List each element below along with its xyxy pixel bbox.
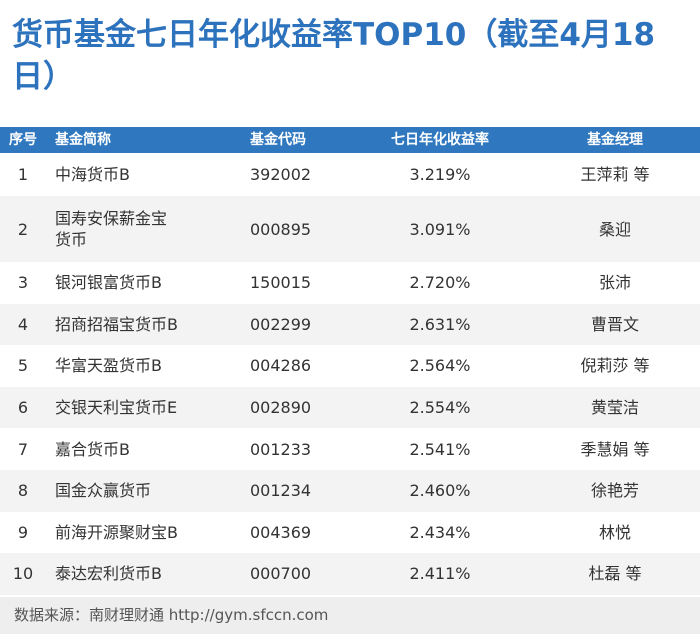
table-row: 8 国金众赢货币 001234 2.460% 徐艳芳 bbox=[0, 470, 700, 512]
table-cell: 倪莉莎 等 bbox=[580, 356, 650, 376]
table-row: 9 前海开源聚财宝B 004369 2.434% 林悦 bbox=[0, 512, 700, 554]
table-cell: 国金众赢货币 bbox=[55, 481, 152, 501]
table-row: 6 交银天利宝货币E 002890 2.554% 黄莹洁 bbox=[0, 386, 700, 429]
table-cell: 6 bbox=[17, 398, 29, 418]
table-cell: 中海货币B bbox=[55, 165, 130, 184]
table-cell: 季慧娟 等 bbox=[580, 439, 650, 459]
table-cell: 001233 bbox=[250, 439, 312, 459]
header-cell: 基金经理 bbox=[587, 131, 643, 148]
header-cell: 序号 bbox=[9, 131, 37, 148]
table-cell: 3.091% bbox=[409, 219, 471, 239]
table-cell: 2.411% bbox=[409, 564, 471, 584]
table-cell: 7 bbox=[17, 439, 29, 459]
table-cell: 002890 bbox=[250, 398, 312, 418]
table-cell: 1 bbox=[17, 165, 29, 184]
table-cell: 9 bbox=[17, 522, 29, 542]
table-cell: 2.720% bbox=[409, 273, 471, 293]
table-cell: 10 bbox=[12, 564, 34, 584]
table-cell: 杜磊 等 bbox=[588, 564, 642, 584]
header-cell: 七日年化收益率 bbox=[391, 131, 489, 148]
table-cell: 嘉合货币B bbox=[55, 439, 130, 459]
table-row: 10 泰达宏利货币B 000700 2.411% 杜磊 等 bbox=[0, 553, 700, 595]
table-cell: 2.564% bbox=[409, 356, 471, 376]
table-cell: 银河银富货币B bbox=[55, 273, 162, 293]
table-cell: 徐艳芳 bbox=[590, 481, 639, 501]
table-cell: 004286 bbox=[250, 356, 312, 376]
table-cell: 王萍莉 等 bbox=[580, 165, 650, 184]
table-cell: 华富天盈货币B bbox=[55, 356, 162, 376]
table-cell: 曹晋文 bbox=[590, 314, 639, 334]
header-row: 序号 基金简称 基金代码 七日年化收益率 基金经理 bbox=[0, 127, 700, 153]
table-cell: 招商招福宝货币B bbox=[55, 314, 178, 334]
table-cell: 林悦 bbox=[598, 522, 631, 542]
table-cell: 前海开源聚财宝B bbox=[55, 522, 178, 542]
table-row: 7 嘉合货币B 001233 2.541% 季慧娟 等 bbox=[0, 428, 700, 470]
table-row: 4 招商招福宝货币B 002299 2.631% 曹晋文 bbox=[0, 303, 700, 346]
table-cell: 8 bbox=[17, 481, 29, 501]
table-cell: 2.541% bbox=[409, 439, 471, 459]
table-cell: 3 bbox=[17, 273, 29, 293]
table-cell: 国寿安保薪金宝货币 bbox=[55, 209, 168, 249]
table-cell: 2.434% bbox=[409, 522, 471, 542]
table-row: 5 华富天盈货币B 004286 2.564% 倪莉莎 等 bbox=[0, 345, 700, 387]
table-cell: 5 bbox=[17, 356, 29, 376]
table-cell: 张沛 bbox=[598, 273, 631, 293]
table-cell: 4 bbox=[17, 314, 29, 334]
table-cell: 2.554% bbox=[409, 398, 471, 418]
header-cell: 基金简称 bbox=[55, 131, 111, 148]
table-cell: 000700 bbox=[250, 564, 312, 584]
table-cell: 黄莹洁 bbox=[590, 398, 639, 418]
table-cell: 2.631% bbox=[409, 314, 471, 334]
table-cell: 004369 bbox=[250, 522, 312, 542]
table-row: 2 国寿安保薪金宝货币 000895 3.091% 桑迎 bbox=[0, 196, 700, 262]
table-cell: 2.460% bbox=[409, 481, 471, 501]
table-cell: 392002 bbox=[250, 165, 312, 184]
table-cell: 交银天利宝货币E bbox=[55, 398, 178, 418]
footer: 数据来源：南财理财通 http://gym.sfccn.com bbox=[0, 597, 700, 634]
table-cell: 桑迎 bbox=[598, 219, 631, 239]
table-cell: 150015 bbox=[250, 273, 312, 293]
header-cell: 基金代码 bbox=[250, 131, 306, 148]
table-cell: 002299 bbox=[250, 314, 312, 334]
table-row: 3 银河银富货币B 150015 2.720% 张沛 bbox=[0, 262, 700, 304]
table-cell: 001234 bbox=[250, 481, 312, 501]
title: 货币基金七日年化收益率TOP10（截至4月18日） bbox=[12, 17, 656, 95]
table-cell: 泰达宏利货币B bbox=[55, 564, 162, 584]
table-cell: 2 bbox=[17, 219, 29, 239]
table-cell: 3.219% bbox=[409, 165, 471, 184]
table-cell: 000895 bbox=[250, 219, 312, 239]
table-row: 1 中海货币B 392002 3.219% 王萍莉 等 bbox=[0, 153, 700, 196]
